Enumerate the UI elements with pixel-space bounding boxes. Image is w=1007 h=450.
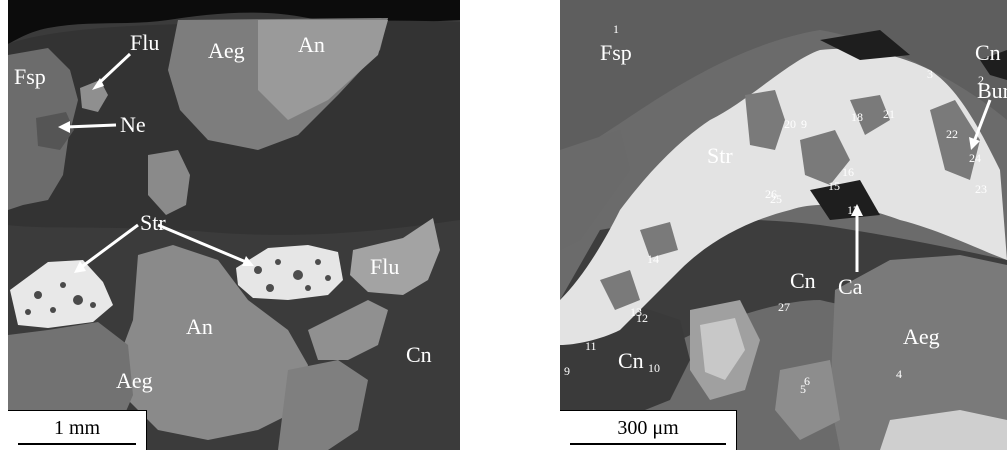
label-aeg: Aeg [903, 324, 940, 349]
point-23: 23 [975, 182, 987, 196]
point-9: 9 [801, 117, 807, 131]
label-cn: Cn [406, 342, 432, 367]
epoxy-region [8, 0, 460, 44]
scale-bar-box-a: 1 mm [8, 410, 147, 450]
mineral-grain-bottom [278, 360, 368, 450]
scale-bar-b [570, 443, 726, 445]
point-21: 21 [883, 107, 895, 121]
label-aeg-bottom: Aeg [116, 368, 153, 393]
arrowhead-ca [851, 204, 863, 216]
label-flu-top: Flu [130, 30, 159, 55]
flu-grain-right [350, 218, 440, 295]
point-5: 5 [800, 382, 806, 396]
ne-grain [36, 112, 74, 150]
point-12: 12 [636, 311, 648, 325]
str-aggregate [560, 48, 1007, 346]
fsp-region [560, 0, 1007, 160]
scale-label-b: 300 μm [617, 417, 679, 439]
label-flu-right: Flu [370, 254, 399, 279]
fsp-grain-left [560, 130, 630, 250]
label-str: Str [707, 143, 733, 168]
point-2: 2 [978, 73, 984, 87]
arrowhead-str-right [242, 256, 254, 266]
an-grain-bottom [118, 245, 308, 440]
arrow-bur [972, 99, 992, 143]
scale-label-a: 1 mm [53, 417, 101, 439]
micrograph-a: Flu Fsp Aeg An Ne Str Flu An Cn Aeg [8, 0, 460, 450]
arrowhead-str-left [74, 261, 86, 273]
point-15: 15 [828, 179, 840, 193]
point-1: 1 [613, 22, 619, 36]
label-ne: Ne [120, 112, 146, 137]
point-14: 14 [647, 252, 659, 266]
mineral-grain-bottom-right [308, 300, 388, 360]
label-cn-mid: Cn [790, 268, 816, 293]
point-24: 24 [969, 151, 981, 165]
point-6: 6 [804, 374, 810, 388]
point-18: 18 [851, 110, 863, 124]
point-17: 17 [847, 203, 859, 217]
arrow-flu [96, 52, 132, 86]
str-grain-center [236, 245, 343, 300]
label-fsp: Fsp [14, 64, 46, 89]
scale-bar-a [18, 443, 136, 445]
point-16: 16 [842, 165, 854, 179]
arrowhead-ne [58, 121, 70, 133]
point-4: 4 [896, 367, 902, 381]
mixed-zone-bright [700, 318, 745, 380]
arrow-str-left [79, 223, 139, 270]
point-9-left: 9 [564, 364, 570, 378]
point-26: 26 [765, 187, 777, 201]
point-22: 22 [946, 127, 958, 141]
flu-grain-small [80, 80, 108, 112]
label-an-top: An [298, 32, 325, 57]
point-11: 11 [585, 339, 597, 353]
label-aeg-top: Aeg [208, 38, 245, 63]
grain-bottom-center [775, 360, 840, 440]
label-fsp: Fsp [600, 40, 632, 65]
str-grain-left [10, 260, 113, 328]
bse-image-panel-b: Fsp Cn Bur Str Cn Ca Aeg Cn 1 2 3 4 5 6 … [560, 0, 1007, 450]
bse-image-panel-a: Flu Fsp Aeg An Ne Str Flu An Cn Aeg 1 mm [8, 0, 460, 450]
label-ca: Ca [838, 274, 863, 299]
point-25: 25 [770, 192, 782, 206]
aeg-grain [830, 255, 1007, 450]
arrowhead-bur [969, 137, 980, 150]
label-bur: Bur [977, 78, 1007, 103]
point-10: 10 [648, 361, 660, 375]
point-3: 3 [927, 67, 933, 81]
bright-patch-bottom [880, 410, 1007, 450]
point-27: 27 [778, 300, 790, 314]
arrow-str-right [157, 223, 247, 264]
point-20: 20 [784, 117, 796, 131]
arrow-ne [65, 123, 117, 129]
arrowhead-flu [92, 78, 104, 90]
micrograph-b: Fsp Cn Bur Str Cn Ca Aeg Cn 1 2 3 4 5 6 … [560, 0, 1007, 450]
label-str: Str [140, 210, 166, 235]
label-cn-top: Cn [975, 40, 1001, 65]
label-an-bottom: An [186, 314, 213, 339]
mineral-grain-center [148, 150, 190, 215]
an-grain-top [258, 20, 388, 120]
scale-bar-box-b: 300 μm [560, 410, 737, 450]
point-13: 13 [630, 305, 642, 319]
label-cn-bottom: Cn [618, 348, 644, 373]
